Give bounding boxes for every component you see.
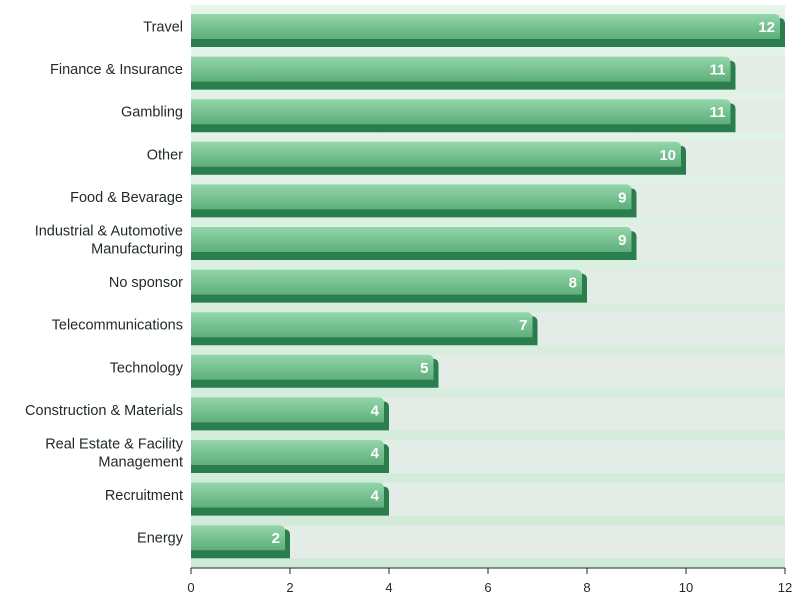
bar bbox=[191, 482, 384, 508]
data-label: 8 bbox=[569, 275, 577, 292]
category-label: Construction & Materials bbox=[25, 403, 183, 419]
data-label: 7 bbox=[519, 317, 527, 334]
category-label-line: Industrial & Automotive bbox=[35, 224, 183, 240]
category-label: Energy bbox=[137, 531, 184, 547]
bar bbox=[191, 269, 582, 295]
category-label: Finance & Insurance bbox=[50, 62, 183, 78]
category-label: Industrial & Automotive Manufacturing bbox=[35, 224, 183, 258]
category-label-line: Food & Bevarage bbox=[70, 190, 183, 206]
category-label: Travel bbox=[143, 20, 183, 36]
category-label: Recruitment bbox=[105, 488, 183, 504]
category-label: Technology bbox=[110, 360, 184, 376]
data-label: 4 bbox=[371, 488, 380, 505]
category-label: Gambling bbox=[121, 105, 183, 121]
category-label: Real Estate & Facility Management bbox=[45, 437, 184, 471]
x-tick-label: 12 bbox=[778, 580, 792, 595]
category-label-line: Management bbox=[98, 455, 183, 471]
data-label: 4 bbox=[371, 445, 380, 462]
category-label-line: Other bbox=[147, 147, 183, 163]
data-label: 4 bbox=[371, 402, 380, 419]
category-label-line: Manufacturing bbox=[91, 242, 183, 258]
category-label-line: No sponsor bbox=[109, 275, 183, 291]
category-label-line: Finance & Insurance bbox=[50, 62, 183, 78]
data-label: 2 bbox=[272, 530, 280, 547]
category-label-line: Telecommunications bbox=[52, 318, 183, 334]
bar bbox=[191, 440, 384, 465]
bar bbox=[191, 141, 681, 167]
x-tick-label: 4 bbox=[385, 580, 392, 595]
bar bbox=[191, 397, 384, 423]
category-label: No sponsor bbox=[109, 275, 183, 291]
data-label: 5 bbox=[420, 360, 428, 377]
category-label-line: Gambling bbox=[121, 105, 183, 121]
bar bbox=[191, 56, 731, 82]
category-label-line: Energy bbox=[137, 531, 184, 547]
data-label: 10 bbox=[659, 147, 676, 164]
x-tick-label: 8 bbox=[583, 580, 590, 595]
bar bbox=[191, 184, 632, 210]
bar bbox=[191, 525, 285, 551]
bar bbox=[191, 354, 434, 380]
data-label: 11 bbox=[710, 104, 726, 121]
data-label: 12 bbox=[758, 19, 775, 36]
data-label: 11 bbox=[710, 62, 726, 79]
category-label-line: Recruitment bbox=[105, 488, 183, 504]
category-label-line: Technology bbox=[110, 360, 184, 376]
bar bbox=[191, 99, 731, 125]
category-label: Telecommunications bbox=[52, 318, 183, 334]
bar bbox=[191, 312, 533, 338]
category-label-line: Real Estate & Facility bbox=[45, 437, 184, 453]
category-label: Other bbox=[147, 147, 183, 163]
data-label: 9 bbox=[618, 189, 626, 206]
category-label: Food & Bevarage bbox=[70, 190, 183, 206]
category-label-line: Travel bbox=[143, 20, 183, 36]
x-tick-label: 2 bbox=[286, 580, 293, 595]
x-tick-label: 0 bbox=[187, 580, 194, 595]
data-label: 9 bbox=[618, 232, 626, 249]
bar bbox=[191, 14, 780, 39]
x-tick-label: 10 bbox=[679, 580, 693, 595]
x-tick-label: 6 bbox=[484, 580, 491, 595]
category-label-line: Construction & Materials bbox=[25, 403, 183, 419]
bar bbox=[191, 227, 632, 252]
